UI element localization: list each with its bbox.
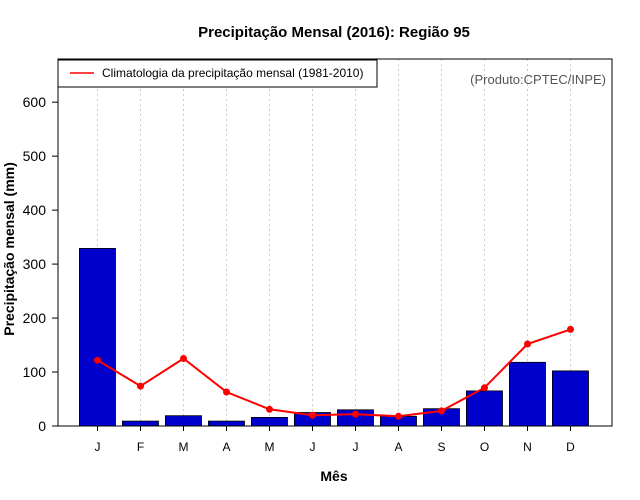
climatology-line-series <box>94 325 574 420</box>
bar-1 <box>79 247 116 427</box>
y-axis-title: Precipitação mensal (mm) <box>1 162 17 336</box>
grid-lines <box>97 59 571 426</box>
climatology-point-12 <box>567 325 574 333</box>
x-tick-label: A <box>222 440 230 454</box>
x-tick-label: S <box>437 440 445 454</box>
x-tick-label: O <box>480 440 489 454</box>
y-tick-label: 200 <box>23 310 47 326</box>
y-tick-label: 300 <box>23 256 47 272</box>
x-tick-label: F <box>137 440 144 454</box>
bar-3 <box>164 415 202 427</box>
chart-title: Precipitação Mensal (2016): Região 95 <box>198 24 470 41</box>
climatology-point-11 <box>524 340 531 348</box>
climatology-line <box>96 328 571 418</box>
bar-11 <box>508 361 546 427</box>
climatology-point-7 <box>352 410 359 418</box>
legend: Climatologia da precipitação mensal (198… <box>57 59 378 88</box>
bar-series <box>79 247 589 427</box>
climatology-point-5 <box>266 405 273 413</box>
y-tick-label: 600 <box>23 94 47 110</box>
y-axis: 0 100 200 300 400 500 600 <box>23 94 58 434</box>
climatology-point-2 <box>137 382 144 390</box>
x-tick-label: J <box>95 440 101 454</box>
climatology-point-4 <box>223 388 230 396</box>
bar-2 <box>122 420 159 427</box>
x-axis-title: Mês <box>320 468 347 484</box>
legend-box <box>57 59 378 88</box>
legend-label-climatology: Climatologia da precipitação mensal (198… <box>102 66 363 80</box>
y-tick-label: 0 <box>38 418 46 434</box>
plot-frame <box>57 58 613 427</box>
y-tick-label: 500 <box>23 148 47 164</box>
x-tick-label: M <box>265 440 275 454</box>
source-annotation: (Produto:CPTEC/INPE) <box>470 72 606 87</box>
x-tick-label: A <box>394 440 402 454</box>
x-tick-label: J <box>310 440 316 454</box>
climatology-point-8 <box>395 412 402 420</box>
x-tick-label: N <box>523 440 532 454</box>
climatology-point-10 <box>481 384 488 392</box>
bar-10 <box>465 390 503 427</box>
climatology-point-1 <box>94 356 101 364</box>
x-tick-label: J <box>353 440 359 454</box>
y-tick-label: 100 <box>23 364 47 380</box>
bar-5 <box>250 416 288 427</box>
climatology-point-6 <box>309 411 316 419</box>
x-tick-label: M <box>179 440 189 454</box>
bar-12 <box>552 370 589 427</box>
climatology-point-9 <box>438 407 445 415</box>
bar-4 <box>207 420 245 427</box>
climatology-point-3 <box>180 355 187 362</box>
x-tick-label: D <box>566 440 575 454</box>
y-tick-label: 400 <box>23 202 47 218</box>
